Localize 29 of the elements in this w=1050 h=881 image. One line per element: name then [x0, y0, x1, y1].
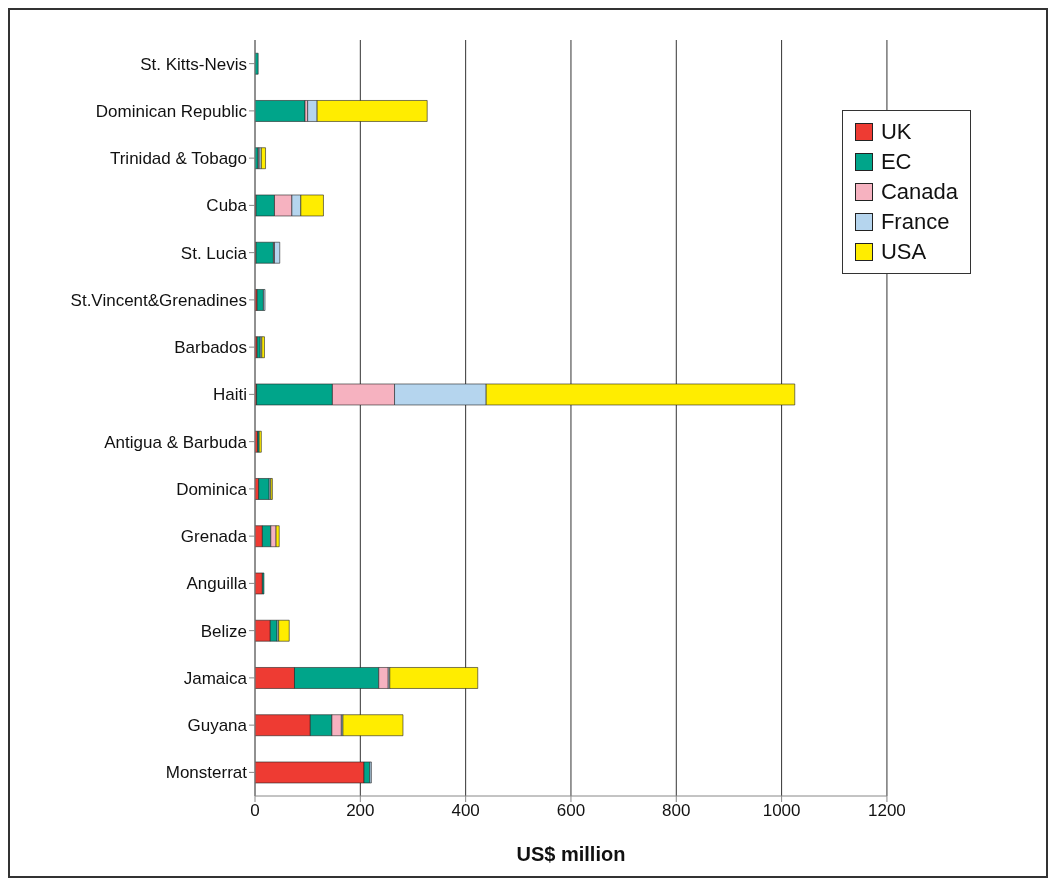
y-tick-label: Barbados — [174, 338, 247, 358]
x-axis-title: US$ million — [516, 843, 626, 865]
x-tick-label: 800 — [662, 801, 691, 821]
legend-label: EC — [880, 148, 912, 176]
legend-label: Canada — [880, 178, 958, 206]
y-tick-label: Anguilla — [186, 574, 248, 594]
y-tick-label: Grenada — [180, 527, 248, 547]
y-tick-label: Haiti — [212, 385, 247, 405]
x-tick-label: 1000 — [762, 801, 801, 821]
y-tick-label: Monsterrat — [165, 763, 248, 783]
y-tick-label: St. Kitts-Nevis — [140, 54, 247, 74]
y-tick-label: Antigua & Barbuda — [104, 432, 248, 452]
y-tick-label: St. Lucia — [180, 243, 248, 263]
x-tick-label: 400 — [451, 801, 480, 821]
legend-label: UK — [880, 118, 912, 146]
y-tick-label: Dominica — [176, 479, 248, 499]
x-tick-label: 1200 — [868, 801, 906, 821]
x-tick-label: 0 — [250, 801, 260, 821]
y-tick-label: St.Vincent&Grenadines — [70, 290, 247, 310]
legend-label: France — [880, 208, 950, 236]
y-tick-label: Belize — [200, 621, 247, 641]
y-tick-label: Dominican Republic — [95, 101, 248, 121]
y-tick-label: Jamaica — [183, 668, 248, 688]
y-tick-label: Cuba — [206, 196, 248, 216]
legend-label: USA — [880, 238, 927, 266]
x-tick-label: 200 — [346, 801, 375, 821]
y-tick-label: Trinidad & Tobago — [109, 149, 247, 169]
y-tick-label: Guyana — [187, 716, 248, 736]
x-tick-label: 600 — [556, 801, 586, 821]
